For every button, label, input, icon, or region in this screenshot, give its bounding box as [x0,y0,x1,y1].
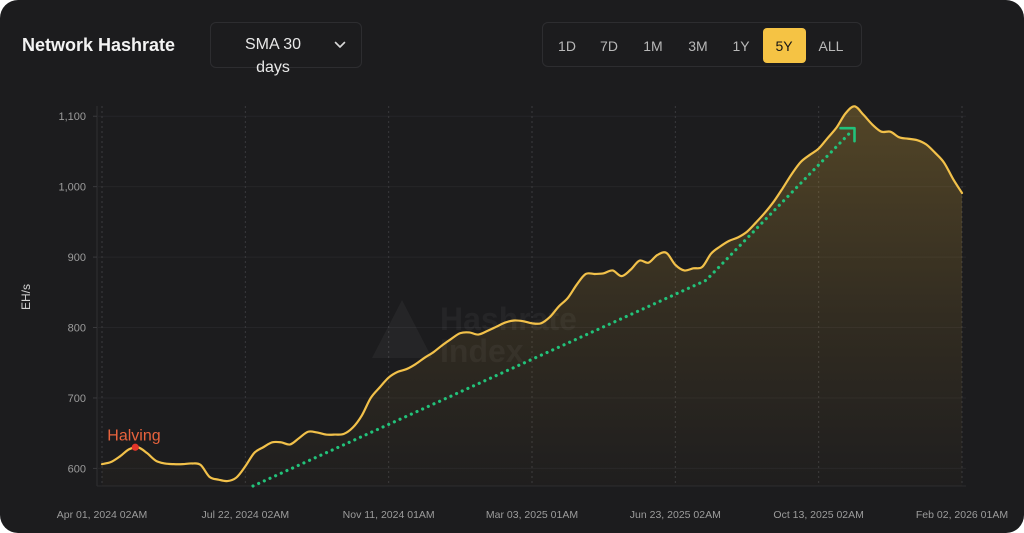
range-tab-1m[interactable]: 1M [632,28,675,63]
y-tick-label: 900 [68,252,86,264]
halving-marker [131,443,139,451]
range-tab-1d[interactable]: 1D [546,28,589,63]
y-axis-label: EH/s [19,284,33,310]
range-tab-5y[interactable]: 5Y [762,28,806,63]
hashrate-area [102,106,962,487]
trend-arrow-line [251,131,852,488]
halving-label: Halving [107,427,160,444]
range-tab-3m[interactable]: 3M [677,28,720,63]
x-tick-label: Mar 03, 2025 01AM [486,509,578,521]
x-axis-ticks: Apr 01, 2024 02AM Jul 22, 2024 02AM Nov 11… [57,509,1008,521]
y-tick-label: 1,100 [58,111,86,123]
trend-arrow-head [839,126,856,143]
x-tick-label: Feb 02, 2026 01AM [916,509,1008,521]
x-tick-label: Oct 13, 2025 02AM [773,509,863,521]
y-axis-ticks: 600 700 800 900 1,000 1,100 [58,111,86,475]
area-layer [102,106,962,487]
chevron-down-icon [334,41,346,49]
watermark-line1: Hashrate [440,301,577,337]
range-tab-7d[interactable]: 7D [588,28,631,63]
line-layer [100,105,964,483]
y-tick-label: 600 [68,463,86,475]
sma-period-value: SMA 30 days [244,36,302,76]
hashrate-line [100,105,964,483]
range-tab-all[interactable]: ALL [810,28,853,63]
x-tick-label: Jul 22, 2024 02AM [202,509,290,521]
y-tick-label: 700 [68,393,86,405]
range-tab-1y[interactable]: 1Y [720,28,763,63]
time-range-tabs: 1D 7D 1M 3M 1Y 5Y ALL [542,22,862,67]
chart-title: Network Hashrate [22,35,176,55]
x-tick-label: Nov 11, 2024 01AM [343,509,435,521]
watermark-logo [372,300,432,358]
x-tick-label: Apr 01, 2024 02AM [57,509,147,521]
trend-layer [251,126,856,488]
watermark: Hashrate Index [372,300,577,369]
x-tick-label: Jun 23, 2025 02AM [630,509,721,521]
watermark-line2: Index [440,333,524,369]
y-tick-label: 1,000 [58,182,86,194]
y-tick-label: 800 [68,323,86,335]
sma-period-select[interactable]: SMA 30 days [210,22,362,76]
annotation-layer: Halving [107,427,161,451]
